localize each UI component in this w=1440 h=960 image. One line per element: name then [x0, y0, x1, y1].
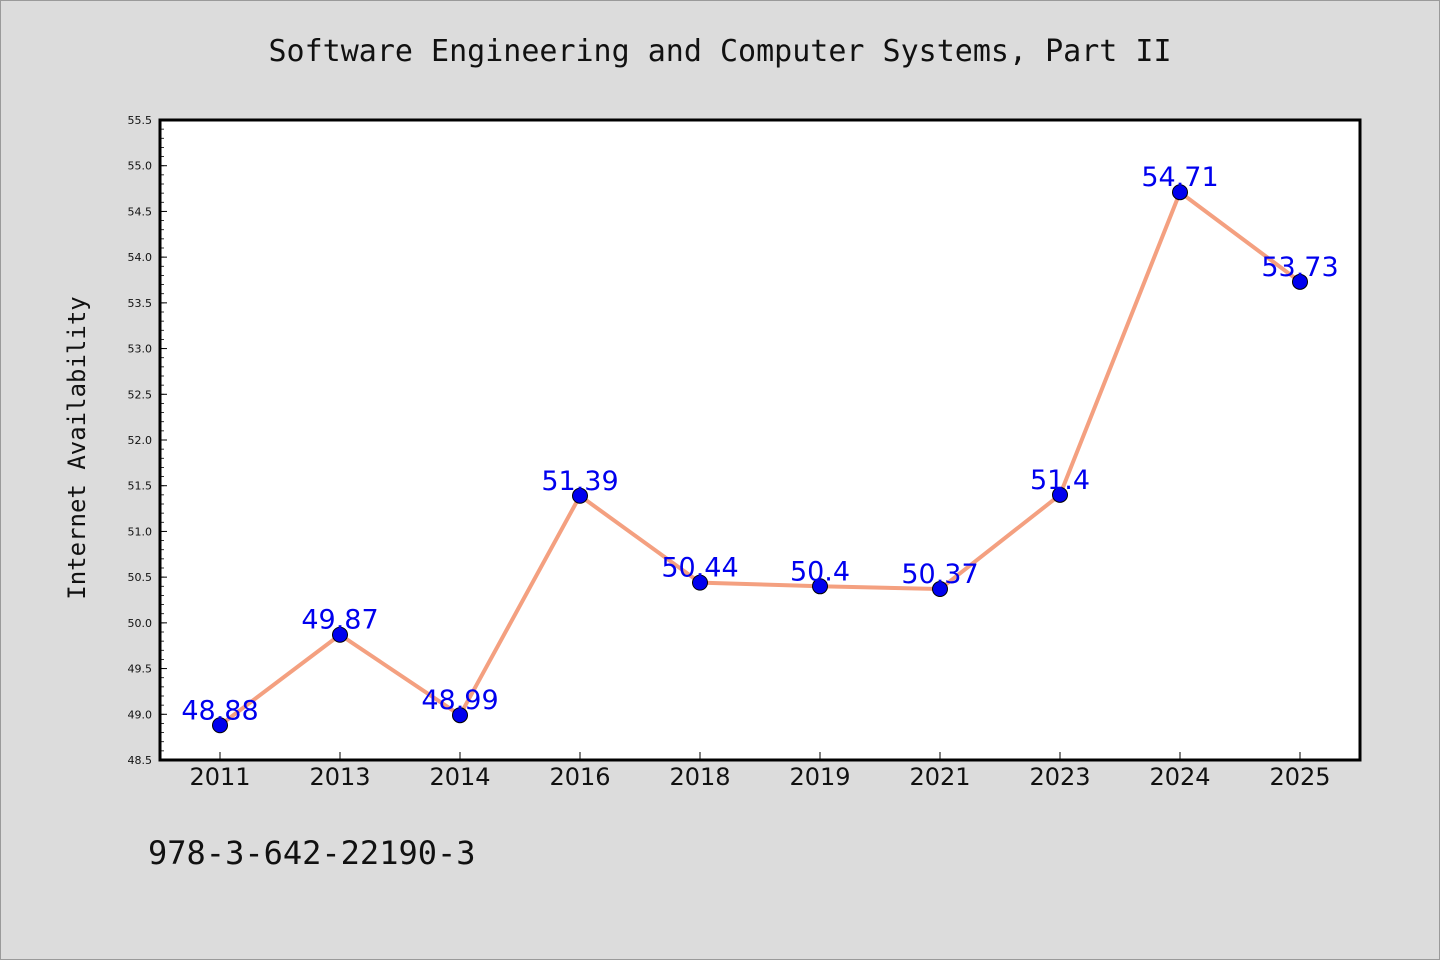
data-label: 50.4: [790, 556, 850, 587]
y-tick-label: 49.0: [128, 708, 153, 721]
y-tick-label: 55.0: [128, 160, 153, 173]
x-tick-label: 2013: [309, 763, 370, 791]
data-point: [452, 707, 468, 724]
data-label: 50.37: [901, 559, 978, 590]
y-tick-label: 51.0: [128, 525, 153, 538]
y-tick-label: 54.0: [128, 251, 153, 264]
y-tick-label: 52.0: [128, 434, 153, 447]
data-label: 50.44: [661, 553, 738, 584]
x-tick-label: 2018: [669, 763, 730, 791]
plot-area: [158, 118, 1362, 762]
y-tick-label: 54.5: [128, 205, 153, 218]
x-tick-label: 2011: [189, 763, 250, 791]
isbn-label: 978-3-642-22190-3: [148, 834, 476, 872]
data-point: [1292, 273, 1308, 290]
series-line: [218, 190, 1302, 728]
y-axis: 48.5 49.0 49.5 50.0 50.5 51.0 51.5 52.0 52.5 53.0…: [128, 114, 167, 767]
x-tick-label: 2021: [909, 763, 970, 791]
data-point: [1172, 184, 1188, 201]
data-point: [812, 578, 828, 595]
y-tick-label: 51.5: [128, 480, 153, 493]
data-point: [332, 626, 348, 643]
data-label: 51.39: [541, 466, 618, 497]
y-tick-label: 48.5: [128, 754, 153, 767]
data-point: [932, 581, 948, 598]
data-point: [572, 487, 588, 504]
y-tick-label: 53.5: [128, 297, 153, 310]
y-tick-label: 52.5: [128, 388, 153, 401]
x-tick-label: 2014: [429, 763, 490, 791]
data-label: 48.99: [421, 685, 498, 716]
y-tick-label: 50.5: [128, 571, 153, 584]
data-label: 48.88: [181, 695, 258, 726]
data-label: 49.87: [301, 605, 378, 636]
y-tick-label: 55.5: [128, 114, 153, 127]
data-point: [212, 717, 228, 734]
x-tick-label: 2019: [789, 763, 850, 791]
y-tick-label: 49.5: [128, 663, 153, 676]
data-label: 54.71: [1141, 162, 1218, 193]
x-tick-label: 2023: [1029, 763, 1090, 791]
x-tick-label: 2016: [549, 763, 610, 791]
data-point: [692, 574, 708, 591]
y-axis-label: Internet Availability: [63, 296, 91, 599]
y-tick-label: 53.0: [128, 343, 153, 356]
x-tick-label: 2024: [1149, 763, 1210, 791]
data-series: 48.88 49.87 48.99 51.39 50.44 50.4 50.37 51.4 54…: [181, 162, 1339, 734]
data-label: 51.4: [1030, 465, 1090, 496]
chart-title: Software Engineering and Computer System…: [268, 34, 1172, 69]
x-axis: 2011 2013 2014 2016 2018 2019 2021 2023 2024 2025: [189, 752, 1331, 791]
y-tick-label: 50.0: [128, 617, 153, 630]
data-label: 53.73: [1261, 252, 1338, 283]
data-point: [1052, 486, 1068, 503]
x-tick-label: 2025: [1269, 763, 1330, 791]
